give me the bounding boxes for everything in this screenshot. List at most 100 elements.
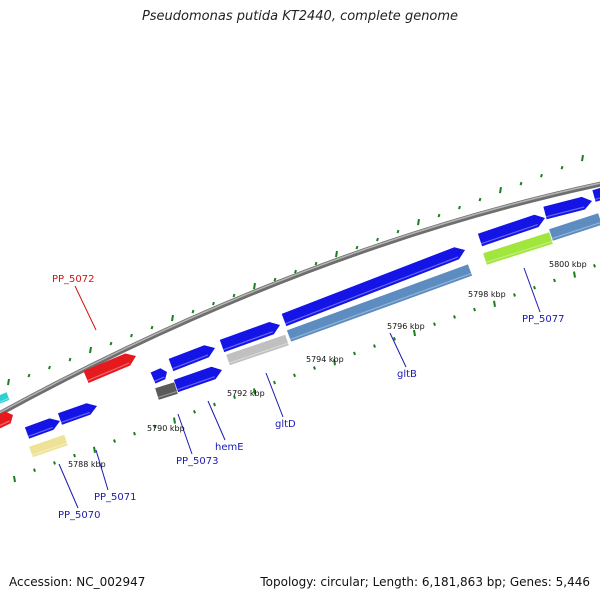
tick-mark (233, 395, 236, 400)
gene-small-1 (150, 368, 167, 384)
gene-PP_5071 (58, 403, 97, 425)
tick-mark (89, 346, 92, 354)
tick-mark (130, 333, 133, 338)
tick-mark (396, 229, 400, 234)
label-lines (58, 267, 541, 509)
label-PP_5071: PP_5071 (94, 492, 137, 503)
tick-mark (313, 366, 316, 370)
gene-hemE (173, 366, 222, 393)
tick-mark (519, 181, 523, 186)
tick-mark (113, 439, 116, 443)
tick-label-5800: 5800 kbp (549, 260, 587, 269)
label-hemE: hemE (215, 442, 244, 453)
label-PP_5072: PP_5072 (52, 274, 95, 285)
gene-outer-2 (543, 196, 592, 220)
tick-mark (560, 165, 564, 170)
callout-PP_5071 (95, 449, 109, 491)
tick-mark (293, 373, 296, 378)
gene-edge-cyan (0, 392, 10, 404)
gene-PP_5073-upper (168, 345, 215, 372)
tick-mark (68, 357, 72, 362)
tick-mark (213, 402, 216, 407)
tick-mark (493, 300, 496, 307)
tick-mark (355, 245, 359, 250)
tick-label-5794: 5794 kbp (306, 355, 344, 364)
callout-PP_5072 (74, 285, 97, 331)
map-title: Pseudomonas putida KT2440, complete geno… (141, 9, 459, 24)
tick-mark (73, 453, 76, 458)
tick-mark (333, 359, 336, 366)
tick-mark (513, 293, 516, 297)
tick-mark (473, 307, 476, 312)
tick-mark (232, 293, 236, 298)
label-PP_5073: PP_5073 (176, 456, 219, 467)
gene-PP_5077 (483, 232, 553, 265)
tick-mark (499, 186, 502, 194)
gene-labels: PP_5072 PP_5070 PP_5071 PP_5073 hemE glt… (52, 274, 565, 521)
tick-mark (533, 285, 536, 290)
inner-tick-marks (13, 263, 596, 483)
tick-mark (53, 461, 56, 465)
tick-mark (7, 378, 10, 386)
label-gltB: gltB (397, 369, 417, 380)
tick-mark (353, 351, 356, 356)
tick-mark (27, 373, 31, 378)
tick-mark (253, 282, 256, 290)
tick-mark (253, 388, 256, 395)
tick-mark (173, 417, 176, 424)
tick-mark (335, 250, 338, 258)
tick-mark (417, 218, 420, 226)
outer-tick-marks (7, 154, 584, 386)
tick-mark (553, 278, 556, 283)
backbone (0, 181, 600, 417)
tick-label-5792: 5792 kbp (227, 389, 265, 398)
tick-mark (33, 468, 36, 473)
gene-PP_5072 (83, 353, 136, 383)
gene-gltB-lower (286, 264, 473, 342)
tick-mark (150, 325, 154, 330)
tick-mark (294, 269, 297, 274)
tick-mark (273, 277, 277, 282)
callout-PP_5073 (177, 413, 193, 455)
callout-hemE (207, 400, 226, 441)
tick-label-5790: 5790 kbp (147, 424, 185, 433)
gene-khaki (29, 434, 68, 458)
callout-PP_5070 (58, 463, 79, 509)
tick-label-5798: 5798 kbp (468, 290, 506, 299)
tick-mark (212, 301, 215, 306)
tick-mark (133, 431, 136, 436)
tick-mark (433, 322, 436, 327)
gene-darkgray (155, 382, 178, 400)
label-gltD: gltD (275, 419, 296, 430)
gene-features (0, 188, 600, 458)
gene-steel-edge (549, 213, 600, 241)
tick-mark (191, 309, 195, 314)
tick-mark (171, 314, 174, 322)
tick-labels: 5788 kbp 5790 kbp 5792 kbp 5794 kbp 5796… (68, 260, 587, 469)
gene-PP_5070 (24, 418, 60, 439)
tick-mark (413, 329, 416, 337)
gene-outer-3 (592, 188, 600, 202)
tick-mark (153, 424, 156, 429)
tick-mark (393, 336, 396, 341)
gene-outer-1 (477, 214, 545, 247)
gene-gltB-upper (281, 247, 465, 327)
tick-mark (93, 446, 96, 453)
tick-mark (376, 237, 379, 242)
tick-mark (453, 315, 456, 319)
accession-text: Accession: NC_002947 (9, 575, 146, 589)
tick-mark (437, 213, 441, 218)
callout-PP_5077 (523, 267, 541, 313)
genome-summary: Topology: circular; Length: 6,181,863 bp… (260, 575, 590, 589)
gene-edge-red (0, 411, 13, 429)
tick-mark (13, 475, 16, 483)
callout-gltD (265, 372, 284, 418)
label-PP_5070: PP_5070 (58, 510, 101, 521)
tick-label-5788: 5788 kbp (68, 460, 106, 469)
tick-mark (193, 409, 196, 414)
tick-mark (593, 263, 596, 268)
tick-mark (48, 365, 51, 370)
gene-silver (226, 334, 289, 366)
tick-mark (540, 173, 543, 178)
